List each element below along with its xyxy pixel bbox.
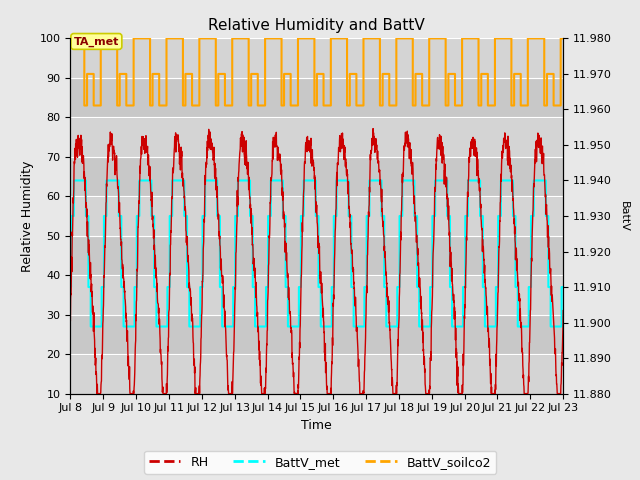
- Y-axis label: BattV: BattV: [618, 201, 628, 231]
- Bar: [70, 157, 563, 196]
- Bar: [70, 275, 563, 315]
- Bar: [70, 236, 563, 275]
- Bar: [70, 38, 563, 78]
- Bar: [70, 315, 563, 354]
- Legend: RH, BattV_met, BattV_soilco2: RH, BattV_met, BattV_soilco2: [144, 451, 496, 474]
- Text: TA_met: TA_met: [74, 36, 119, 47]
- Bar: [70, 196, 563, 236]
- Y-axis label: Relative Humidity: Relative Humidity: [21, 160, 34, 272]
- X-axis label: Time: Time: [301, 419, 332, 432]
- Title: Relative Humidity and BattV: Relative Humidity and BattV: [209, 18, 425, 33]
- Bar: [70, 354, 563, 394]
- Bar: [70, 117, 563, 157]
- Bar: [70, 78, 563, 117]
